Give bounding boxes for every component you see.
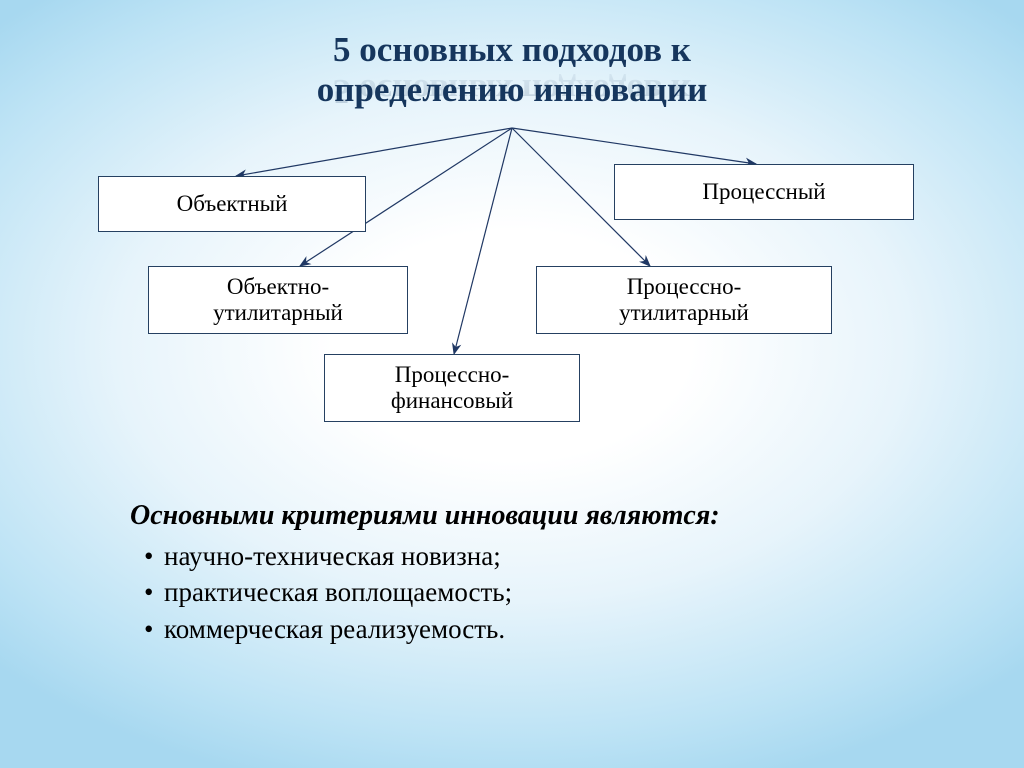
criteria-item: научно-техническая новизна;: [130, 538, 904, 574]
title-line1: 5 основных подходов к: [333, 30, 691, 69]
diagram-node-proc_fin: Процессно-финансовый: [324, 354, 580, 422]
diagram-node-obj: Объектный: [98, 176, 366, 232]
criteria-list: научно-техническая новизна;практическая …: [130, 538, 904, 647]
diagram-node-obj_util: Объектно-утилитарный: [148, 266, 408, 334]
diagram-node-proc: Процессный: [614, 164, 914, 220]
slide-title: 5 основных подходов к определению иннова…: [0, 30, 1024, 111]
criteria-item: коммерческая реализуемость.: [130, 611, 904, 647]
criteria-item: практическая воплощаемость;: [130, 574, 904, 610]
diagram-node-proc_util: Процессно-утилитарный: [536, 266, 832, 334]
title-line2: определению инновации: [317, 70, 707, 109]
criteria-section: Основными критериями инновации являются:…: [130, 500, 904, 647]
criteria-title: Основными критериями инновации являются:: [130, 500, 904, 532]
